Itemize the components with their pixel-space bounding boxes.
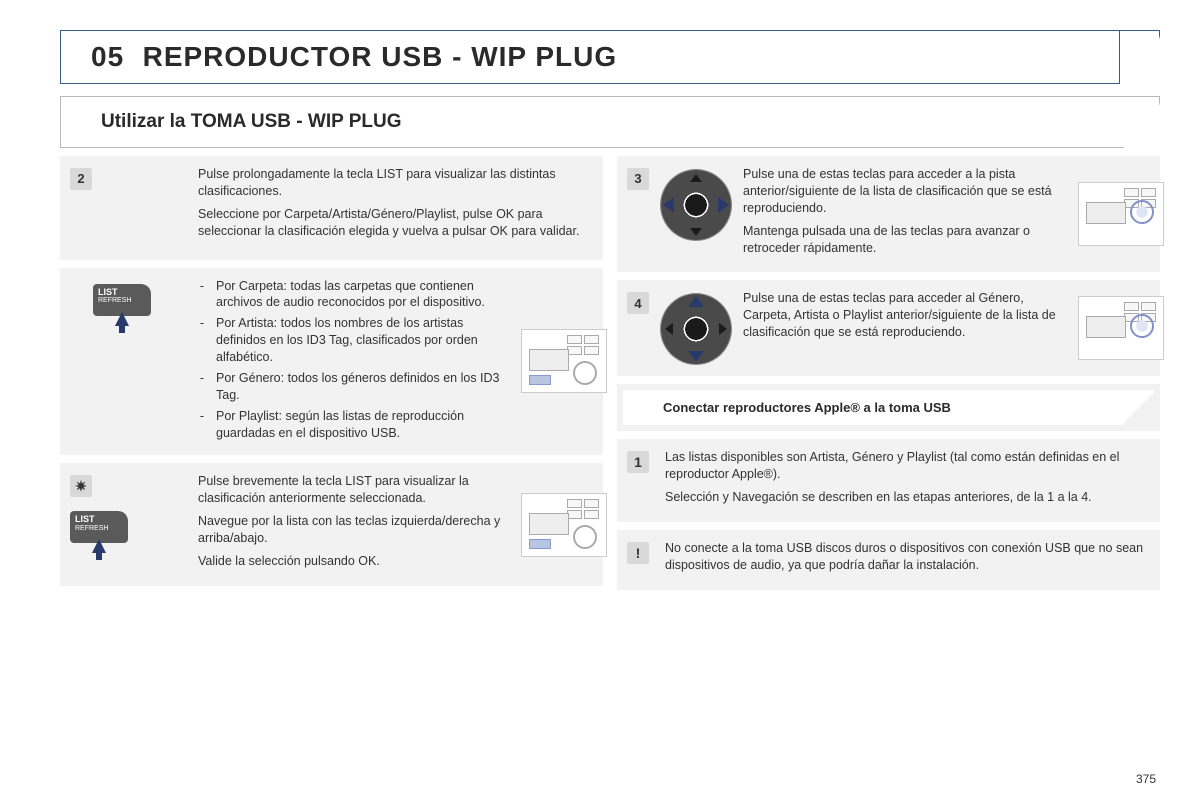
step4-text-1: Pulse una de estas teclas para acceder a…	[743, 290, 1068, 341]
step2-text-1: Pulse prolongadamente la tecla LIST para…	[198, 166, 591, 200]
tip-text-1: Pulse brevemente la tecla LIST para visu…	[198, 473, 511, 507]
section-subtitle: Utilizar la TOMA USB - WIP PLUG	[101, 111, 1139, 133]
apple-header: Conectar reproductores Apple® a la toma …	[623, 390, 1154, 425]
list-button-icon: LIST REFRESH	[70, 511, 142, 557]
nav-wheel-left-right-icon	[659, 168, 733, 242]
radio-thumbnail-icon	[521, 329, 607, 393]
radio-thumbnail-icon	[1078, 296, 1164, 360]
left-column: 2 Pulse prolongadamente la tecla LIST pa…	[60, 156, 603, 590]
list-icon-label-1: LIST	[98, 288, 146, 298]
list-icon-label-1b: LIST	[75, 515, 123, 525]
step-2-details-block: LIST REFRESH -Por Carpeta: todas las car…	[60, 268, 603, 456]
warning-icon: !	[627, 542, 649, 564]
apple-info-block: 1 Las listas disponibles son Artista, Gé…	[617, 439, 1160, 522]
radio-thumbnail-icon	[1078, 182, 1164, 246]
step-2-intro-block: 2 Pulse prolongadamente la tecla LIST pa…	[60, 156, 603, 260]
tip-block: ✷ LIST REFRESH Pulse brevemente la tecla…	[60, 463, 603, 585]
step2-bullet-1: Por Carpeta: todas las carpetas que cont…	[216, 278, 511, 312]
tip-text-2: Navegue por la lista con las teclas izqu…	[198, 513, 511, 547]
apple-subsection: Conectar reproductores Apple® a la toma …	[617, 384, 1160, 431]
step2-text-2: Seleccione por Carpeta/Artista/Género/Pl…	[198, 206, 591, 240]
tip-star-icon: ✷	[70, 475, 92, 497]
info-badge-1: 1	[627, 451, 649, 473]
list-icon-label-2: REFRESH	[98, 297, 146, 305]
nav-wheel-up-down-icon	[659, 292, 733, 366]
radio-thumbnail-icon	[521, 493, 607, 557]
warning-block: ! No conecte a la toma USB discos duros …	[617, 530, 1160, 590]
step-3-block: 3 Pulse una de estas teclas para acceder…	[617, 156, 1160, 272]
step-badge-3: 3	[627, 168, 649, 190]
chapter-number: 05	[91, 41, 124, 72]
step3-text-1: Pulse una de estas teclas para acceder a…	[743, 166, 1068, 217]
arrow-up-icon	[92, 539, 106, 553]
step-badge-2: 2	[70, 168, 92, 190]
step2-bullet-2: Por Artista: todos los nombres de los ar…	[216, 315, 511, 366]
chapter-title-bar: 05 REPRODUCTOR USB - WIP PLUG	[60, 30, 1160, 84]
step2-bullet-4: Por Playlist: según las listas de reprod…	[216, 408, 511, 442]
apple-info-text-2: Selección y Navegación se describen en l…	[665, 489, 1148, 506]
apple-header-text: Conectar reproductores Apple® a la toma …	[663, 400, 951, 415]
step2-bullet-3: Por Género: todos los géneros definidos …	[216, 370, 511, 404]
step-badge-4: 4	[627, 292, 649, 314]
arrow-up-icon	[115, 312, 129, 326]
list-icon-label-2b: REFRESH	[75, 525, 123, 533]
apple-info-text-1: Las listas disponibles son Artista, Géne…	[665, 449, 1148, 483]
right-column: 3 Pulse una de estas teclas para acceder…	[617, 156, 1160, 590]
section-subtitle-bar: Utilizar la TOMA USB - WIP PLUG	[60, 96, 1160, 148]
step-4-block: 4 Pulse una de estas teclas para acceder…	[617, 280, 1160, 376]
page-number: 375	[1136, 772, 1156, 786]
warning-text: No conecte a la toma USB discos duros o …	[665, 540, 1148, 574]
list-button-icon: LIST REFRESH	[93, 284, 165, 330]
chapter-title: REPRODUCTOR USB - WIP PLUG	[143, 41, 618, 72]
step3-text-2: Mantenga pulsada una de las teclas para …	[743, 223, 1068, 257]
step2-bullet-list: -Por Carpeta: todas las carpetas que con…	[198, 278, 511, 446]
tip-text-3: Valide la selección pulsando OK.	[198, 553, 511, 570]
